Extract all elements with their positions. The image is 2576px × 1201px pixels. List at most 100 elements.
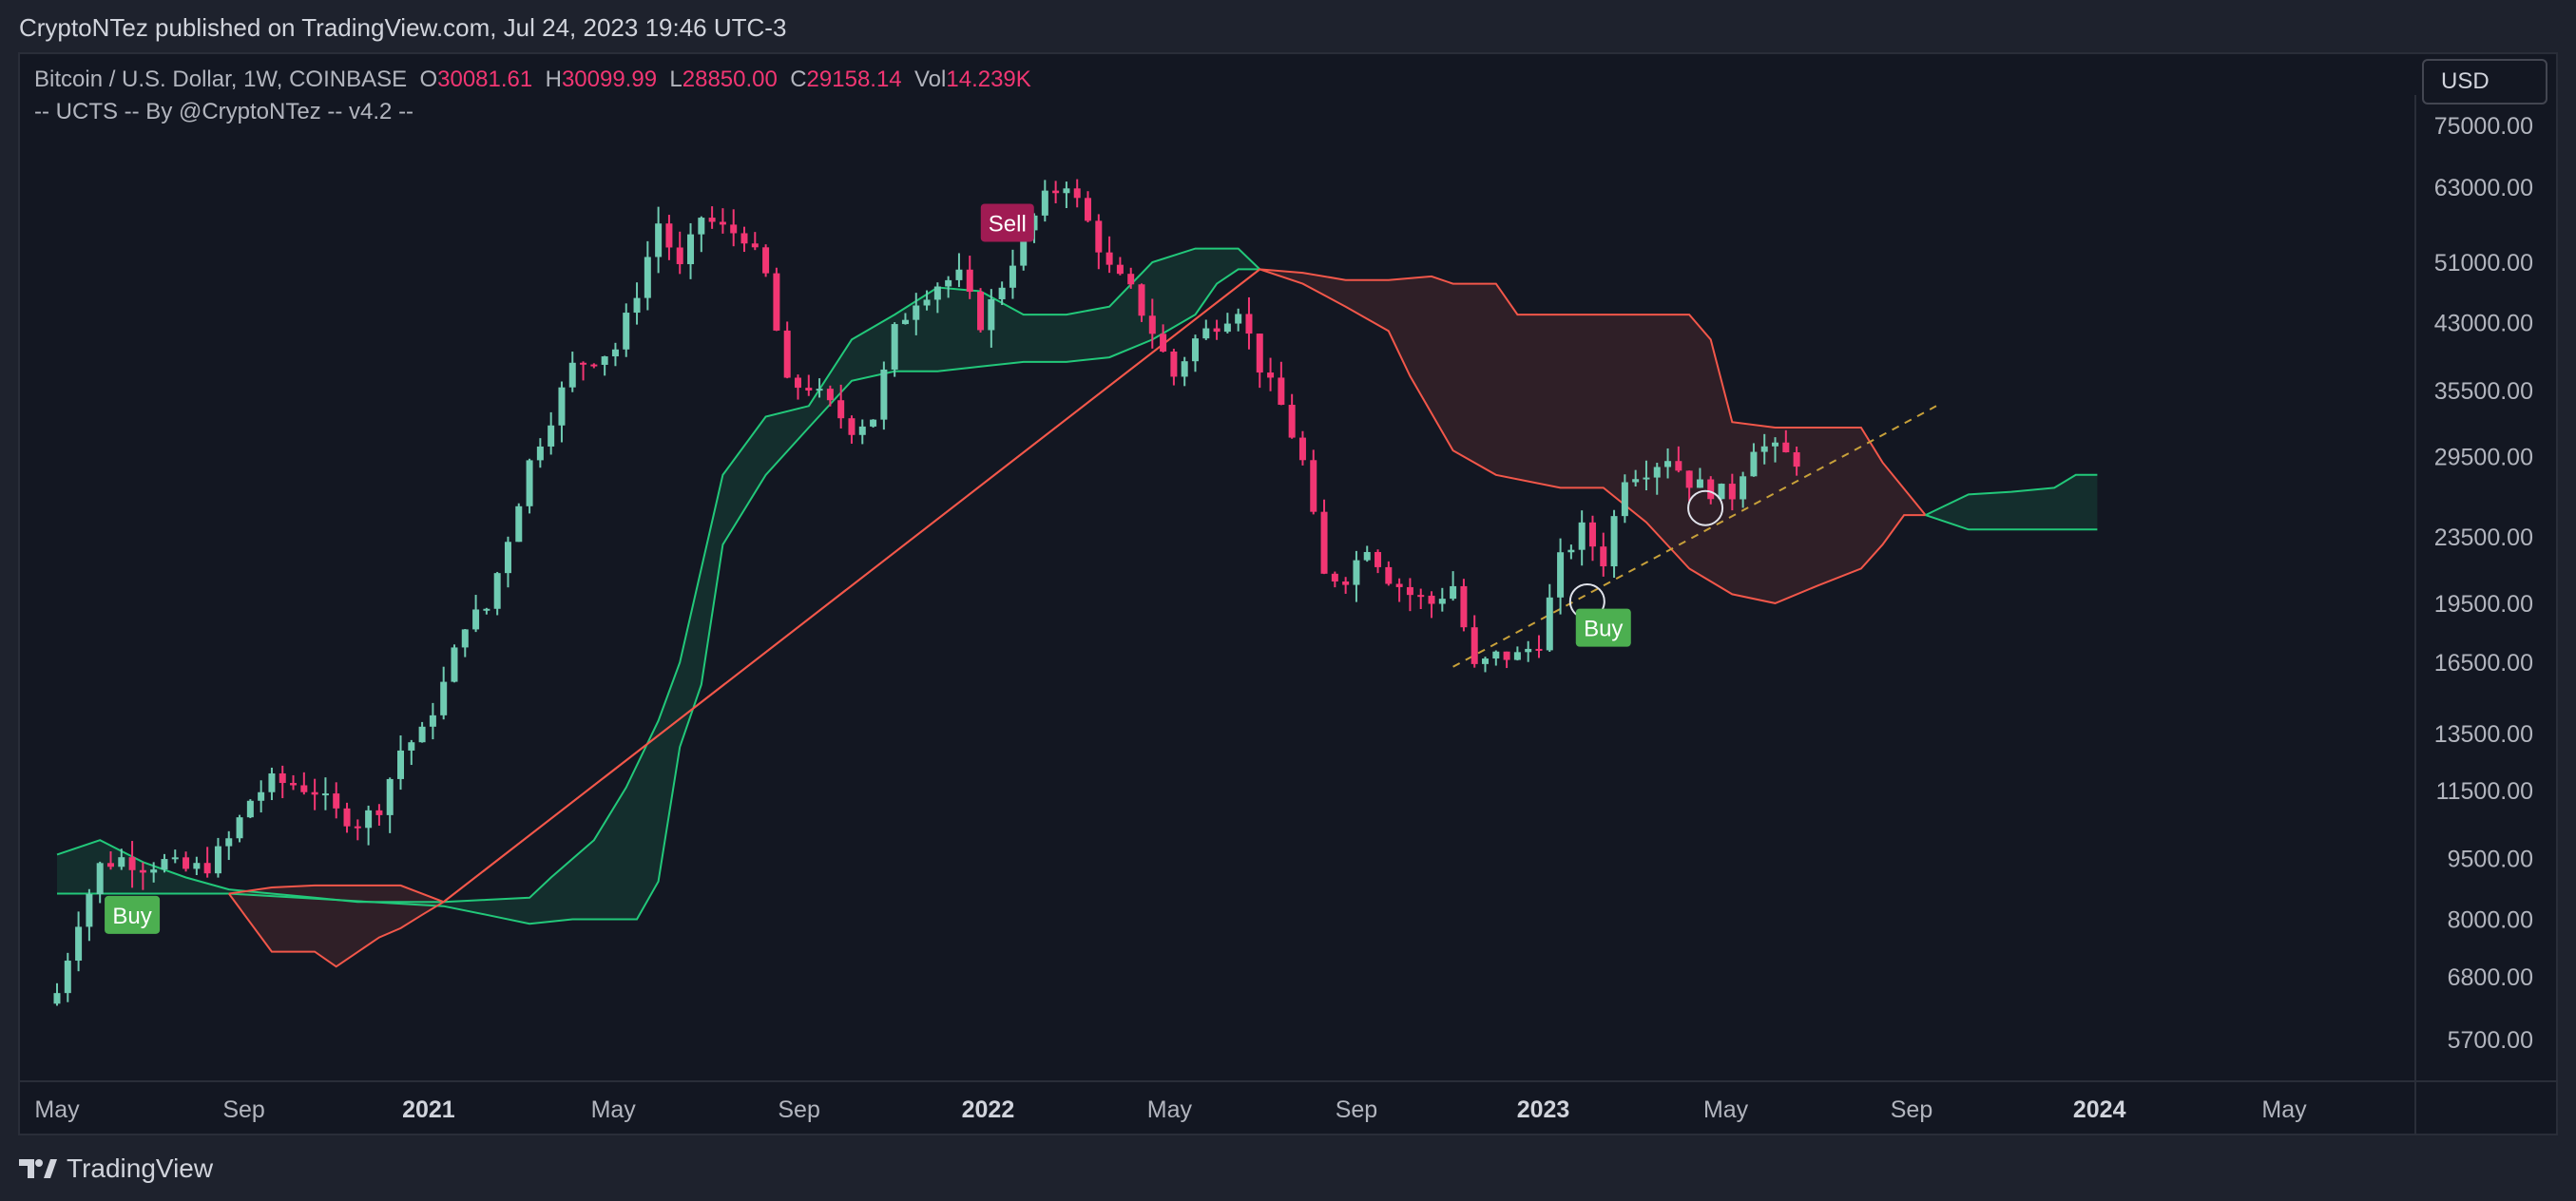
candle-body	[311, 791, 318, 795]
buy-signal-label[interactable]: Buy	[1575, 608, 1631, 647]
candle-body	[1760, 446, 1768, 452]
close-label: C	[790, 67, 807, 92]
candle-body	[1202, 328, 1210, 339]
price-tick-label: 16500.00	[2434, 650, 2533, 677]
candle-body	[1138, 284, 1145, 316]
bottom-bar	[0, 1136, 2576, 1201]
low-value: 28850.00	[682, 67, 778, 92]
candle-body	[1696, 479, 1703, 488]
cloud-red-lower-line	[227, 268, 1926, 968]
candle-body	[1095, 220, 1103, 253]
candle-body	[1116, 264, 1124, 275]
candle-body	[1525, 648, 1532, 653]
price-tick-label: 11500.00	[2436, 778, 2533, 805]
candle-body	[1600, 546, 1607, 567]
candle-body	[171, 857, 179, 860]
candle-body	[268, 772, 276, 792]
candle-body	[440, 681, 448, 715]
candle-body	[740, 233, 748, 244]
buy-signal-box	[105, 895, 161, 934]
candle-body	[1718, 484, 1725, 500]
candle-body	[53, 993, 61, 1004]
chart-frame[interactable]	[18, 52, 2558, 1135]
candle-body	[580, 362, 587, 365]
candle-body	[1546, 597, 1553, 651]
tradingview-logo[interactable]: TradingView	[19, 1150, 213, 1188]
candle-body	[429, 715, 436, 727]
price-tick-label: 63000.00	[2434, 175, 2533, 201]
candle-body	[183, 857, 190, 869]
volume-value: 14.239K	[946, 67, 1031, 92]
candle-body	[1245, 314, 1253, 334]
candle-body	[1632, 479, 1640, 483]
candle-body	[225, 838, 233, 847]
time-tick-label: 2021	[402, 1096, 455, 1123]
candle-body	[623, 313, 630, 350]
candle-body	[1450, 585, 1457, 600]
candle-body	[848, 418, 855, 435]
candle-body	[633, 297, 641, 314]
time-tick-label: May	[1147, 1096, 1193, 1123]
candle-body	[106, 863, 114, 867]
candle-body	[493, 573, 501, 609]
candle-body	[751, 243, 759, 248]
candle-body	[1653, 467, 1661, 478]
candle-body	[386, 778, 394, 815]
sell-signal-box	[980, 203, 1034, 242]
candle-body	[1588, 522, 1596, 547]
candle-body	[1772, 442, 1779, 447]
candle-body	[536, 446, 544, 461]
candle-body	[1085, 198, 1092, 221]
candle-body	[1438, 599, 1446, 604]
candle-body	[1267, 372, 1275, 378]
candle-body	[837, 400, 845, 419]
symbol-legend: Bitcoin / U.S. Dollar, 1W, COINBASE O300…	[34, 67, 1031, 93]
indicator-legend[interactable]: -- UCTS -- By @CryptoNTez -- v4.2 --	[34, 99, 414, 124]
candle-body	[1417, 595, 1425, 598]
sell-signal-label[interactable]: Sell	[980, 203, 1034, 242]
bearish-cloud-fill	[228, 269, 1926, 967]
candle-body	[870, 419, 877, 427]
candle-body	[1052, 190, 1060, 194]
price-tick-label: 6800.00	[2448, 964, 2533, 991]
candle-body	[118, 857, 125, 867]
time-tick-label: 2022	[962, 1096, 1015, 1123]
candle-body	[1073, 188, 1081, 199]
candle-body	[365, 810, 373, 829]
candle-body	[1191, 338, 1199, 362]
candle-body	[1793, 452, 1800, 467]
buy-signal-label[interactable]: Buy	[105, 895, 161, 934]
candle-body	[236, 817, 243, 839]
candle-body	[1041, 190, 1048, 216]
candle-body	[1482, 658, 1490, 664]
circle-marker	[1687, 489, 1724, 526]
candle-body	[644, 257, 651, 298]
candle-body	[794, 377, 801, 389]
candle-body	[719, 221, 726, 225]
time-tick-label: Sep	[778, 1096, 819, 1123]
candle-body	[64, 961, 71, 994]
future-cloud-upper-line	[1925, 473, 2098, 517]
candle-body	[858, 426, 866, 435]
candle-body	[203, 863, 211, 874]
buy-signal-box	[1575, 608, 1631, 647]
candle-body	[300, 785, 308, 792]
candle-body	[708, 218, 716, 222]
candle-body	[655, 223, 663, 257]
candle-body	[1740, 476, 1747, 500]
candle-body	[451, 647, 458, 682]
candle-body	[1353, 560, 1360, 585]
candle-body	[1105, 252, 1113, 265]
candle-body	[816, 389, 823, 391]
time-tick-label: Sep	[222, 1096, 264, 1123]
candle-body	[139, 869, 146, 873]
candle-body	[730, 224, 738, 234]
candle-body	[880, 369, 888, 420]
price-tick-label: 23500.00	[2434, 524, 2533, 551]
candle-body	[891, 324, 898, 370]
candle-body	[698, 218, 705, 235]
buy-signal-text: Buy	[1584, 617, 1623, 642]
candle-body	[1331, 573, 1338, 581]
currency-button[interactable]: USD	[2422, 59, 2547, 105]
